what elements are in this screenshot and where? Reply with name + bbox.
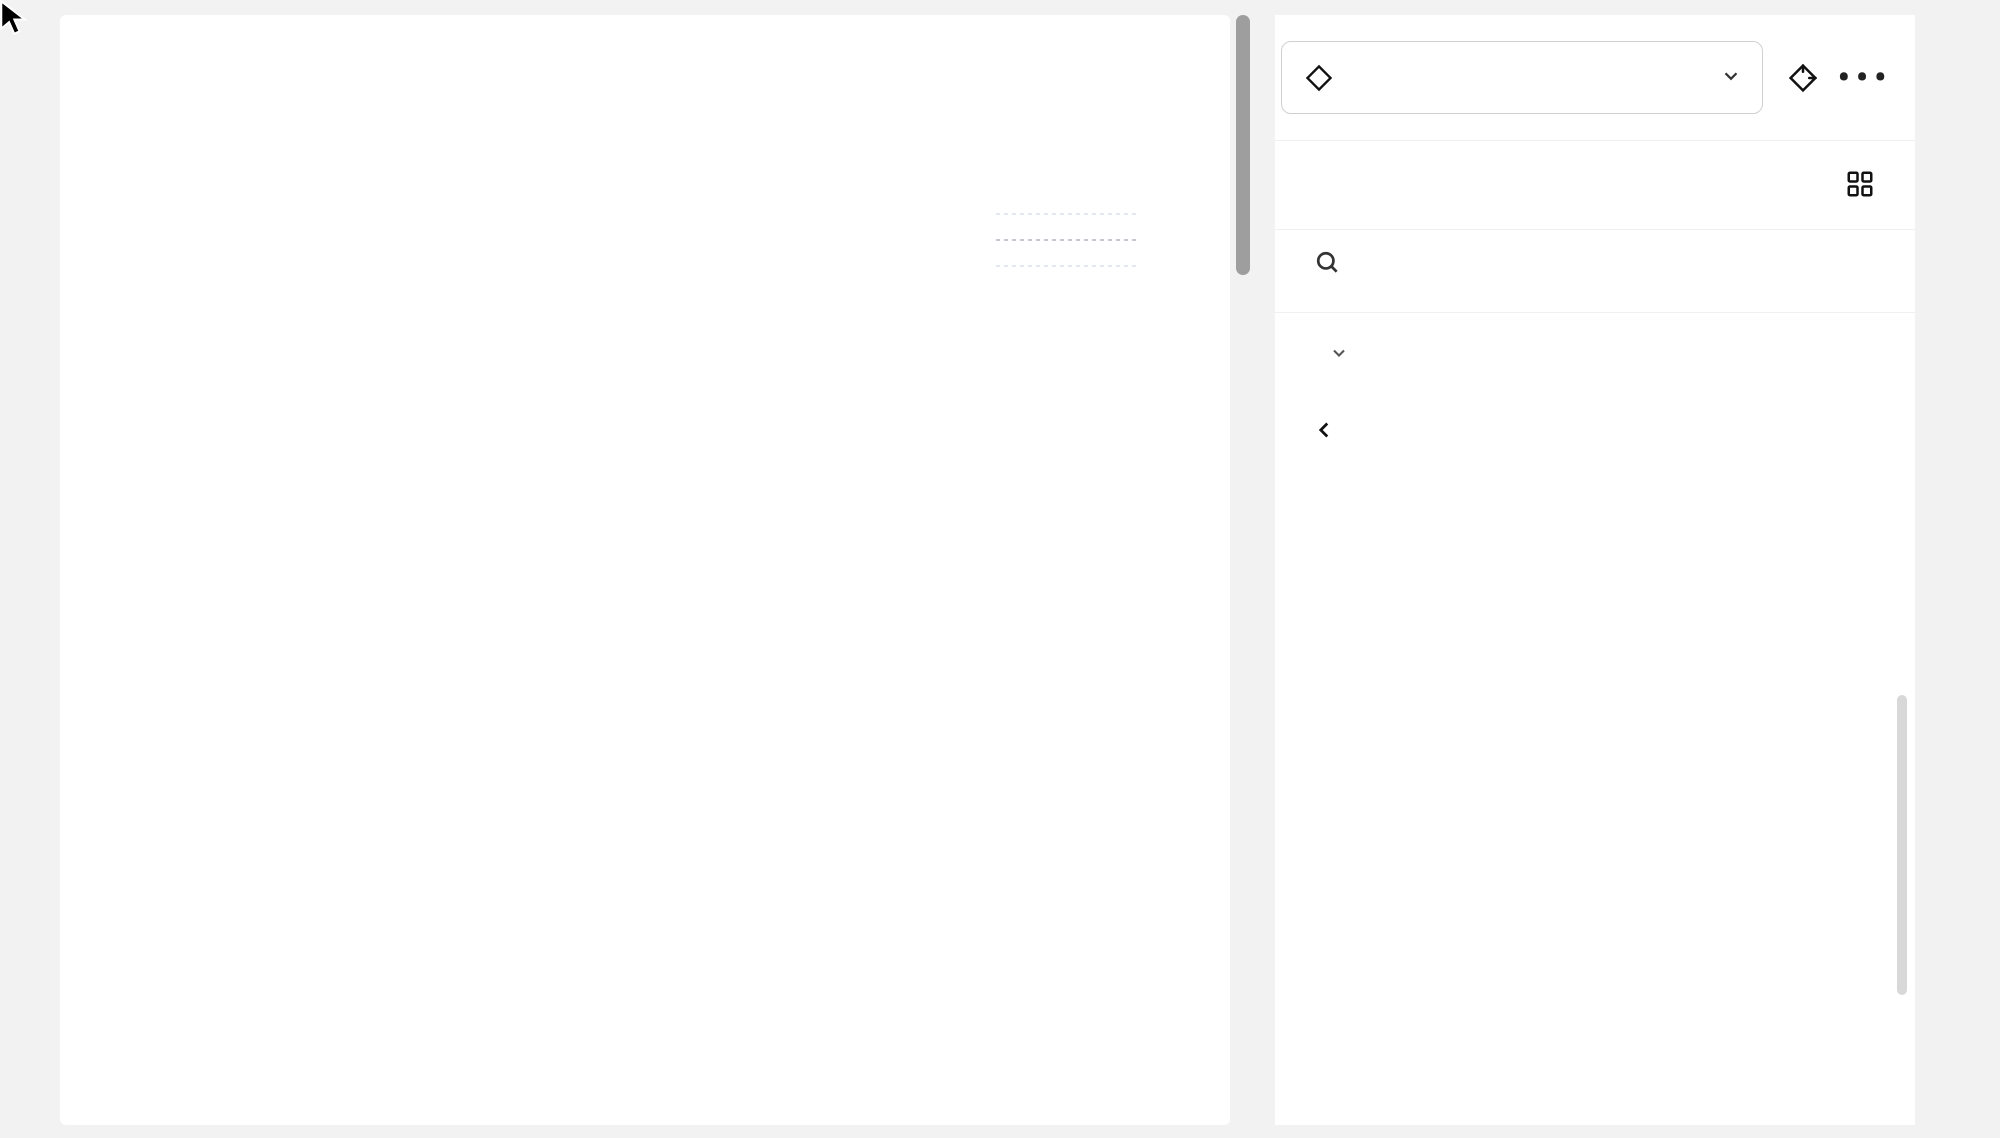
grid-icon[interactable] bbox=[1845, 169, 1875, 207]
chevron-down-icon bbox=[1329, 343, 1349, 363]
chart-legend bbox=[968, 200, 1138, 286]
legend-label-squiggle bbox=[996, 213, 1138, 221]
detach-instance-button[interactable] bbox=[1781, 56, 1825, 100]
chevron-down-icon bbox=[1720, 60, 1742, 95]
library-selector[interactable] bbox=[1275, 313, 1915, 381]
canvas-scrollbar[interactable] bbox=[1236, 15, 1250, 275]
resize-handle-tr[interactable] bbox=[1172, 42, 1186, 56]
diamond-icon bbox=[1302, 61, 1336, 95]
design-canvas[interactable] bbox=[60, 15, 1230, 1125]
legend-swatch-light bbox=[968, 208, 986, 226]
back-button[interactable] bbox=[1311, 413, 1337, 451]
resize-handle-tl[interactable] bbox=[94, 42, 108, 56]
resize-handle-bl[interactable] bbox=[94, 764, 108, 778]
legend-swatch-line bbox=[968, 260, 986, 278]
search-row[interactable] bbox=[1275, 229, 1915, 313]
search-icon bbox=[1315, 250, 1341, 280]
chevron-left-icon bbox=[1311, 417, 1337, 443]
selected-component-frame[interactable] bbox=[102, 50, 1178, 770]
search-input[interactable] bbox=[1361, 248, 1875, 282]
instance-selector[interactable] bbox=[1281, 41, 1763, 114]
legend-swatch-dark bbox=[968, 234, 986, 252]
resize-handle-br[interactable] bbox=[1172, 764, 1186, 778]
properties-panel: ••• bbox=[1275, 15, 1915, 1125]
chart-plot-area bbox=[262, 200, 992, 670]
list-scrollbar[interactable] bbox=[1897, 695, 1907, 995]
mouse-cursor-icon bbox=[0, 0, 26, 34]
legend-label-squiggle bbox=[996, 239, 1138, 247]
more-menu-button[interactable]: ••• bbox=[1843, 56, 1887, 100]
legend-label-squiggle bbox=[996, 265, 1138, 273]
dimensions-badge bbox=[622, 806, 658, 818]
